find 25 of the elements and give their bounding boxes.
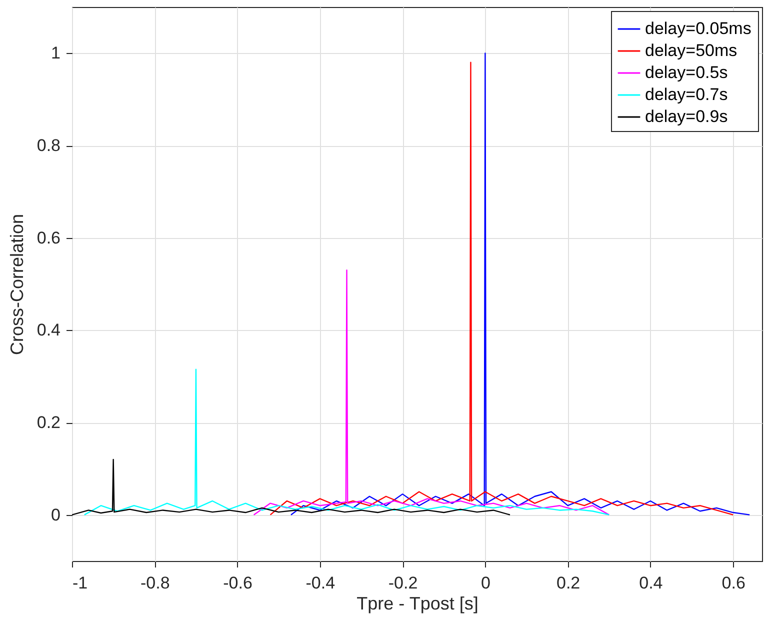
legend-label: delay=0.05ms (645, 19, 752, 38)
y-tick-label: 1 (51, 44, 60, 63)
x-tick-label: -0.6 (223, 574, 252, 592)
x-tick-label: -0.4 (306, 574, 336, 592)
y-tick-label: 0.8 (36, 136, 60, 155)
y-tick-label: 0 (51, 505, 60, 524)
legend-label: delay=50ms (645, 41, 738, 60)
x-tick-label: 0.4 (639, 574, 663, 592)
line-series (253, 270, 610, 516)
line-series (72, 458, 511, 516)
legend-label: delay=0.5s (645, 63, 728, 82)
y-axis-title: Cross-Correlation (6, 214, 27, 356)
line-series (84, 368, 610, 516)
legend-label: delay=0.7s (645, 85, 728, 104)
y-tick-label: 0.2 (36, 413, 60, 432)
x-tick-label: 0.6 (722, 574, 746, 592)
y-tick-label: 0.4 (36, 320, 60, 340)
y-tick-label: 0.6 (36, 228, 60, 248)
x-tick-label: -0.2 (388, 574, 418, 592)
x-axis-title: Tpre - Tpost [s] (356, 594, 478, 614)
legend-label: delay=0.9s (645, 107, 728, 126)
x-tick-label: 0 (480, 574, 490, 592)
x-tick-label: -0.8 (140, 574, 170, 592)
x-tick-label: -1 (72, 574, 88, 592)
x-tick-label: 0.2 (556, 574, 580, 592)
